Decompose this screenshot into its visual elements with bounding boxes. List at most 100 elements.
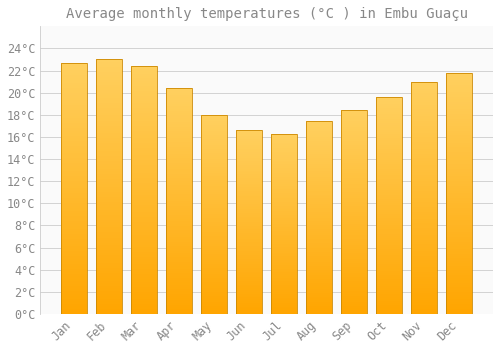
Bar	[341, 214, 367, 216]
Bar	[446, 114, 472, 116]
Bar	[306, 135, 332, 137]
Bar	[201, 230, 228, 232]
Bar	[96, 138, 122, 141]
Bar	[236, 143, 262, 145]
Bar	[341, 226, 367, 229]
Bar	[166, 145, 192, 147]
Bar	[236, 244, 262, 246]
Bar	[446, 215, 472, 217]
Bar	[341, 163, 367, 165]
Bar	[166, 147, 192, 149]
Bar	[201, 178, 228, 181]
Bar	[96, 126, 122, 128]
Bar	[131, 220, 157, 222]
Bar	[271, 269, 297, 271]
Bar	[306, 177, 332, 179]
Bar	[341, 204, 367, 206]
Bar	[201, 272, 228, 274]
Bar	[306, 235, 332, 237]
Bar	[236, 145, 262, 147]
Bar	[271, 287, 297, 289]
Bar	[236, 156, 262, 158]
Bar	[131, 188, 157, 190]
Bar	[96, 151, 122, 154]
Bar	[61, 301, 87, 304]
Bar	[236, 134, 262, 136]
Bar	[61, 196, 87, 198]
Bar	[411, 117, 438, 119]
Bar	[411, 107, 438, 110]
Bar	[306, 291, 332, 293]
Bar	[166, 210, 192, 212]
Bar	[271, 312, 297, 314]
Bar	[131, 245, 157, 247]
Bar	[341, 159, 367, 161]
Bar	[236, 165, 262, 167]
Bar	[341, 273, 367, 275]
Bar	[236, 211, 262, 213]
Bar	[96, 309, 122, 312]
Bar	[201, 296, 228, 298]
Bar	[166, 172, 192, 174]
Bar	[446, 241, 472, 244]
Bar	[131, 153, 157, 155]
Bar	[306, 198, 332, 200]
Bar	[236, 275, 262, 277]
Bar	[166, 113, 192, 115]
Bar	[96, 108, 122, 110]
Bar	[271, 242, 297, 244]
Bar	[446, 181, 472, 184]
Bar	[61, 166, 87, 168]
Bar	[96, 212, 122, 215]
Bar	[306, 277, 332, 279]
Bar	[201, 190, 228, 192]
Bar	[341, 157, 367, 159]
Bar	[236, 174, 262, 176]
Bar	[166, 233, 192, 235]
Bar	[166, 120, 192, 122]
Bar	[201, 210, 228, 212]
Bar	[201, 201, 228, 202]
Bar	[446, 280, 472, 282]
Bar	[341, 177, 367, 180]
Bar	[376, 149, 402, 151]
Bar	[446, 102, 472, 104]
Bar	[61, 111, 87, 113]
Bar	[446, 295, 472, 297]
Bar	[341, 192, 367, 194]
Bar	[61, 208, 87, 211]
Bar	[411, 119, 438, 121]
Bar	[271, 172, 297, 173]
Bar	[411, 144, 438, 147]
Bar	[131, 177, 157, 180]
Bar	[61, 100, 87, 103]
Bar	[201, 131, 228, 133]
Bar	[411, 256, 438, 258]
Bar	[376, 158, 402, 160]
Bar	[201, 141, 228, 143]
Bar	[376, 279, 402, 281]
Bar	[341, 306, 367, 308]
Bar	[446, 189, 472, 191]
Bar	[96, 243, 122, 245]
Bar	[131, 234, 157, 237]
Bar	[61, 176, 87, 178]
Bar	[166, 124, 192, 127]
Bar	[166, 135, 192, 138]
Bar	[376, 271, 402, 273]
Bar	[201, 119, 228, 121]
Bar	[376, 127, 402, 130]
Bar	[61, 126, 87, 128]
Bar	[411, 165, 438, 168]
Bar	[271, 181, 297, 182]
Bar	[341, 243, 367, 245]
Bar	[131, 121, 157, 123]
Bar	[306, 162, 332, 164]
Bar	[306, 208, 332, 210]
Bar	[411, 135, 438, 137]
Bar	[236, 130, 262, 132]
Bar	[341, 198, 367, 200]
Bar	[341, 289, 367, 292]
Bar	[306, 223, 332, 225]
Bar	[236, 240, 262, 242]
